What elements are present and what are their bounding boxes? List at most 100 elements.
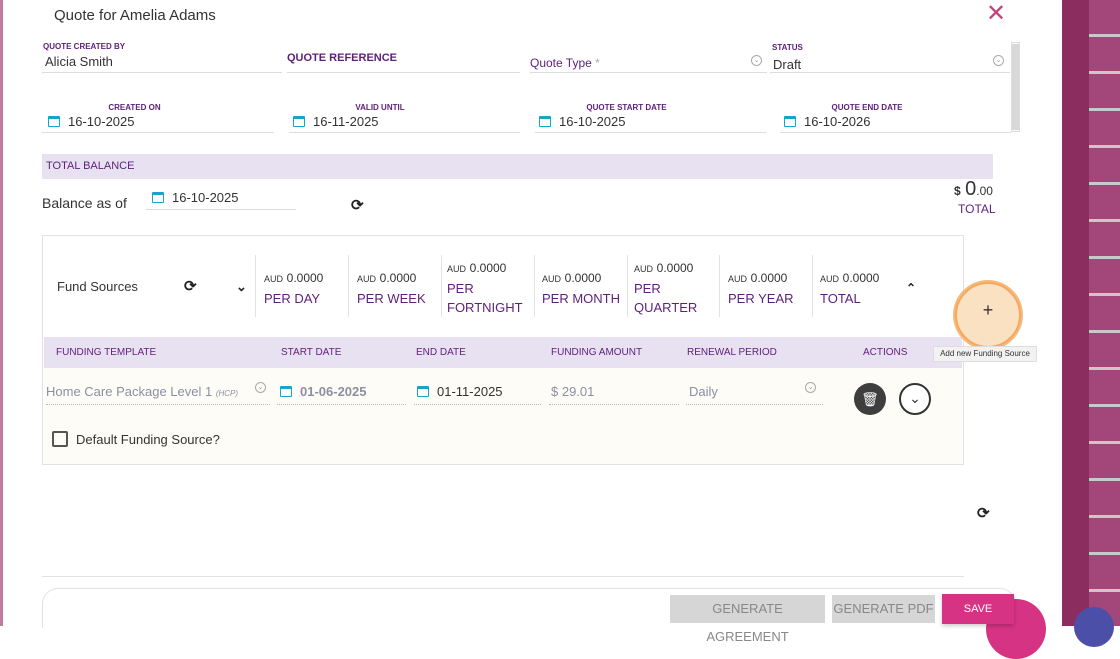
funding-template-value: Home Care Package Level 1: [46, 384, 213, 399]
stat-per-fortnight: AUD 0.0000 PER FORTNIGHT: [447, 258, 523, 317]
chevron-down-icon[interactable]: ⌄: [236, 279, 247, 294]
quote-start-date-input[interactable]: 16-10-2025: [539, 113, 626, 131]
created-on-field[interactable]: CREATED ON 16-10-2025: [42, 100, 274, 133]
stat-per-year: AUD 0.0000 PER YEAR: [728, 268, 794, 308]
calendar-icon[interactable]: [280, 386, 292, 397]
stat-currency: AUD: [447, 264, 467, 274]
funding-table-header: [44, 337, 962, 368]
quote-reference-field[interactable]: QUOTE REFERENCE: [287, 40, 520, 73]
chevron-down-icon[interactable]: ⌄: [993, 55, 1004, 66]
close-icon[interactable]: ✕: [985, 0, 1007, 27]
balance-as-of-label: Balance as of: [42, 195, 127, 211]
quote-end-date-input[interactable]: 16-10-2026: [784, 113, 871, 131]
valid-until-input[interactable]: 16-11-2025: [293, 113, 379, 131]
chevron-up-icon[interactable]: ⌃: [906, 281, 917, 295]
total-balance-header: TOTAL BALANCE: [42, 154, 993, 179]
expand-button[interactable]: ⌄: [899, 383, 931, 415]
stat-divider: [348, 255, 349, 317]
calendar-icon[interactable]: [293, 116, 305, 127]
status-select[interactable]: STATUS Draft ⌄: [770, 40, 1010, 73]
stat-label: PER: [447, 281, 474, 296]
calendar-icon[interactable]: [417, 386, 429, 397]
stat-currency: AUD: [264, 274, 284, 284]
calendar-icon[interactable]: [784, 116, 796, 127]
valid-until-field[interactable]: VALID UNTIL 16-11-2025: [289, 100, 520, 133]
col-actions: ACTIONS: [863, 347, 908, 358]
quote-start-date-field[interactable]: QUOTE START DATE 16-10-2025: [535, 100, 766, 133]
modal-title: Quote for Amelia Adams: [54, 7, 216, 24]
funding-amount-input[interactable]: $ 29.01: [549, 371, 679, 405]
stat-label: TOTAL: [820, 291, 861, 306]
chevron-down-icon[interactable]: ⌄: [255, 382, 266, 393]
stat-divider: [719, 255, 720, 317]
stat-label: PER DAY: [264, 291, 321, 306]
end-date-input[interactable]: 01-11-2025: [414, 371, 541, 405]
quote-end-date-label: QUOTE END DATE: [831, 103, 903, 112]
required-marker: *: [595, 56, 600, 70]
sync-icon[interactable]: ⟳: [184, 278, 197, 295]
funding-template-select[interactable]: Home Care Package Level 1 (HCP): [46, 371, 270, 405]
quote-type-label: Quote Type: [530, 56, 592, 70]
calendar-icon[interactable]: [539, 116, 551, 127]
sync-icon[interactable]: ⟳: [977, 505, 990, 522]
quote-end-date-field[interactable]: QUOTE END DATE 16-10-2026: [780, 100, 1011, 133]
stat-amount: 0.0000: [469, 261, 507, 275]
valid-until-label: VALID UNTIL: [355, 103, 405, 112]
chevron-down-icon: ⌄: [909, 390, 921, 406]
total-balance-label: TOTAL BALANCE: [46, 160, 135, 172]
stat-divider: [255, 255, 256, 317]
scrollbar-thumb[interactable]: [1012, 44, 1019, 130]
background-left: [0, 0, 3, 626]
add-funding-source-button[interactable]: [955, 282, 1021, 348]
stat-amount: 0.0000: [842, 271, 880, 285]
created-by-label: QUOTE CREATED BY: [43, 42, 126, 51]
stat-per-day: AUD 0.0000 PER DAY: [264, 268, 323, 308]
renewal-period-value: Daily: [689, 384, 718, 399]
calendar-icon[interactable]: [152, 192, 164, 203]
chevron-down-icon[interactable]: ⌄: [805, 382, 816, 393]
stat-per-week: AUD 0.0000 PER WEEK: [357, 268, 426, 308]
stat-label: PER MONTH: [542, 291, 620, 306]
stat-label-2: FORTNIGHT: [447, 300, 523, 315]
quote-type-select[interactable]: Quote Type * ⌄: [530, 40, 767, 73]
chevron-down-icon[interactable]: ⌄: [751, 55, 762, 66]
delete-button[interactable]: 🗑: [854, 383, 886, 415]
stat-divider: [812, 255, 813, 317]
calendar-icon[interactable]: [48, 116, 60, 127]
valid-until-value: 16-11-2025: [313, 114, 379, 129]
status-value: Draft: [773, 57, 802, 72]
created-on-input[interactable]: 16-10-2025: [48, 113, 135, 131]
default-funding-label: Default Funding Source?: [76, 432, 220, 447]
stat-label-2: QUARTER: [634, 300, 698, 315]
created-on-value: 16-10-2025: [68, 114, 135, 129]
stat-currency: AUD: [634, 264, 654, 274]
save-button[interactable]: SAVE: [942, 594, 1014, 624]
balance-currency: $: [954, 184, 961, 198]
col-renewal-period: RENEWAL PERIOD: [687, 347, 777, 358]
balance-cents: .00: [976, 184, 993, 198]
quote-end-date-value: 16-10-2026: [804, 114, 871, 129]
generate-pdf-button[interactable]: GENERATE PDF: [832, 595, 935, 623]
sync-icon[interactable]: ⟳: [351, 197, 364, 214]
plus-icon[interactable]: +: [982, 300, 994, 320]
end-date-value: 01-11-2025: [437, 384, 503, 399]
funding-template-tag: (HCP): [215, 389, 239, 398]
quote-start-date-label: QUOTE START DATE: [586, 103, 667, 112]
created-on-label: CREATED ON: [108, 103, 161, 112]
stat-total: AUD 0.0000 TOTAL: [820, 268, 879, 308]
stat-currency: AUD: [820, 274, 840, 284]
background-edge: [1062, 0, 1089, 626]
chat-launcher[interactable]: [1074, 607, 1114, 647]
balance-date-value: 16-10-2025: [172, 190, 239, 205]
balance-amount: $ 0.00: [954, 178, 993, 201]
status-label: STATUS: [772, 43, 803, 52]
stat-divider: [441, 255, 442, 317]
col-funding-amount: FUNDING AMOUNT: [551, 347, 643, 358]
generate-agreement-button[interactable]: GENERATE AGREEMENT: [670, 595, 825, 644]
balance-date-input[interactable]: 16-10-2025: [146, 186, 296, 210]
start-date-input[interactable]: 01-06-2025: [277, 371, 406, 405]
renewal-period-select[interactable]: Daily: [686, 371, 823, 405]
stat-per-month: AUD 0.0000 PER MONTH: [542, 268, 620, 308]
default-funding-checkbox[interactable]: [52, 431, 68, 447]
col-funding-template: FUNDING TEMPLATE: [56, 347, 157, 358]
